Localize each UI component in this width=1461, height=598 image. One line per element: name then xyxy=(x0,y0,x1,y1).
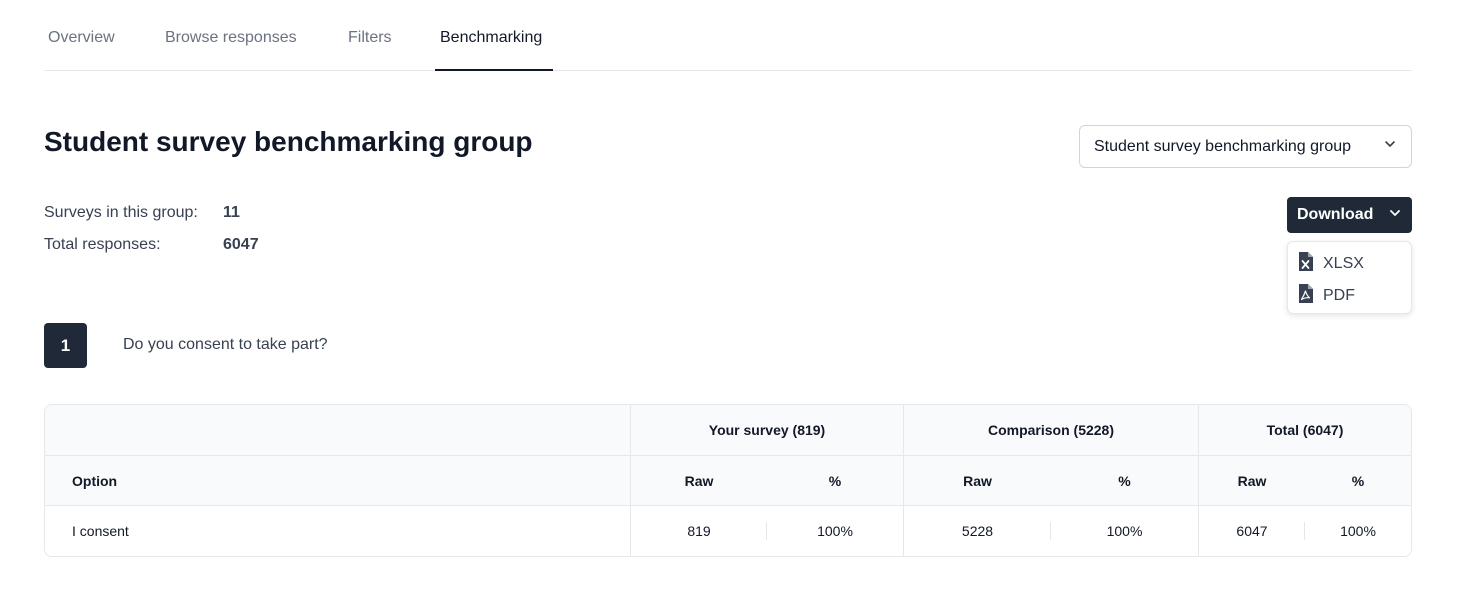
table-column-header-row: Option Raw % Raw % Raw % xyxy=(45,456,1411,506)
header-your-survey-sub: Raw % xyxy=(631,456,904,505)
table-group-header-row: Your survey (819) Comparison (5228) Tota… xyxy=(45,405,1411,456)
total-raw-cell: 6047 xyxy=(1199,506,1305,556)
stat-surveys-value: 11 xyxy=(223,204,240,221)
benchmark-group-select[interactable]: Student survey benchmarking group xyxy=(1079,125,1412,168)
download-menu: XLSX PDF xyxy=(1287,241,1412,314)
your-pct-cell: 100% xyxy=(817,523,853,539)
tab-browse-responses[interactable]: Browse responses xyxy=(165,29,297,46)
benchmark-group-select-value: Student survey benchmarking group xyxy=(1094,137,1352,155)
tab-bar: Overview Browse responses Filters Benchm… xyxy=(44,0,1412,71)
header-comparison: Comparison (5228) xyxy=(904,405,1199,455)
option-cell: I consent xyxy=(45,506,631,556)
stat-surveys-label: Surveys in this group: xyxy=(44,204,198,221)
tab-overview[interactable]: Overview xyxy=(48,29,115,46)
question-number-badge: 1 xyxy=(44,323,87,368)
active-tab-indicator xyxy=(435,69,553,71)
table-row: I consent 819 100% 5228 100% 6047 100% xyxy=(45,506,1411,556)
your-raw-cell: 819 xyxy=(631,506,767,556)
download-button-label: Download xyxy=(1297,206,1374,223)
comp-raw-cell: 5228 xyxy=(904,506,1051,556)
stat-responses-value: 6047 xyxy=(223,236,259,253)
download-pdf-item[interactable]: PDF xyxy=(1288,280,1411,312)
header-total-sub: Raw % xyxy=(1199,456,1411,505)
stat-responses-label: Total responses: xyxy=(44,236,161,253)
comp-pct-cell: 100% xyxy=(1106,523,1143,539)
stat-responses: Total responses: 6047 xyxy=(44,229,259,261)
header-pct: % xyxy=(1351,472,1365,489)
chevron-down-icon xyxy=(1383,137,1397,156)
total-pct-cell: 100% xyxy=(1340,523,1376,539)
chevron-down-icon xyxy=(1388,206,1402,225)
header-option: Option xyxy=(45,456,631,505)
header-raw: Raw xyxy=(684,472,714,489)
header-comparison-sub: Raw % xyxy=(904,456,1199,505)
file-excel-icon xyxy=(1298,252,1323,276)
group-stats: Surveys in this group: 11 Total response… xyxy=(44,197,259,261)
tab-filters[interactable]: Filters xyxy=(348,29,392,46)
header-your-survey: Your survey (819) xyxy=(631,405,904,455)
header-raw: Raw xyxy=(1237,472,1267,489)
download-xlsx-item[interactable]: XLSX xyxy=(1288,248,1411,280)
benchmark-table: Your survey (819) Comparison (5228) Tota… xyxy=(44,404,1412,557)
download-pdf-label: PDF xyxy=(1323,287,1355,304)
header-raw: Raw xyxy=(963,472,992,489)
stat-surveys: Surveys in this group: 11 xyxy=(44,197,259,229)
your-survey-cells: 819 100% xyxy=(631,506,904,556)
header-pct: % xyxy=(1118,472,1131,489)
tab-benchmarking[interactable]: Benchmarking xyxy=(440,29,543,46)
download-button[interactable]: Download xyxy=(1287,197,1412,233)
total-cells: 6047 100% xyxy=(1199,506,1411,556)
header-pct: % xyxy=(828,472,842,489)
page-title: Student survey benchmarking group xyxy=(44,126,533,157)
header-empty-cell xyxy=(45,405,631,455)
file-pdf-icon xyxy=(1298,284,1323,308)
question-text: Do you consent to take part? xyxy=(123,336,328,353)
comparison-cells: 5228 100% xyxy=(904,506,1199,556)
header-total: Total (6047) xyxy=(1266,422,1344,438)
download-xlsx-label: XLSX xyxy=(1323,255,1364,272)
